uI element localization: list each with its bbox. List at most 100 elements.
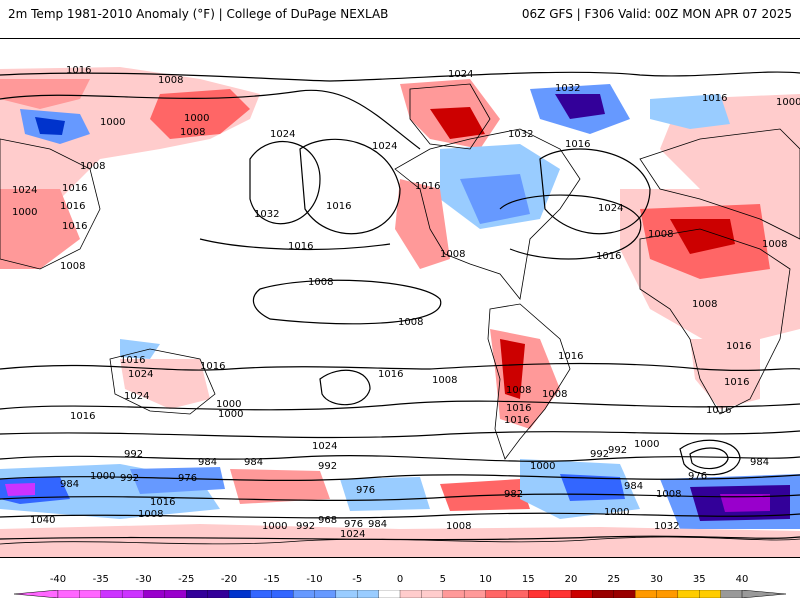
colorbar-segment	[292, 590, 316, 598]
isobar	[249, 141, 321, 225]
colorbar-segment	[228, 590, 252, 598]
cool-anomaly-region	[35, 117, 65, 135]
contour-label: 1000	[12, 207, 37, 218]
contour-label: 1016	[378, 369, 403, 380]
isobar	[0, 430, 800, 439]
contour-label: 1016	[326, 201, 351, 212]
isobar	[199, 238, 391, 251]
contour-label: 1016	[70, 411, 95, 422]
colorbar-tick-label: 0	[396, 574, 404, 585]
contour-label: 1016	[706, 405, 731, 416]
isobar	[0, 493, 800, 501]
contour-label: 1000	[634, 439, 659, 450]
contour-label: 1016	[66, 65, 91, 76]
antarctica-coast	[0, 536, 800, 545]
contour-label: 984	[198, 457, 217, 468]
colorbar-segment	[100, 590, 123, 598]
colorbar-tick-label: -15	[263, 574, 280, 585]
contour-label: 1008	[398, 317, 423, 328]
colorbar-tick-label: -30	[135, 574, 152, 585]
contour-label: 1000	[184, 113, 209, 124]
colorbar-segment	[207, 590, 230, 598]
contour-label: 1016	[506, 403, 531, 414]
contour-label: 1008	[432, 375, 457, 386]
contour-label: 1032	[654, 521, 679, 532]
asia-west-coast	[0, 138, 101, 270]
contour-label: 1000	[604, 507, 629, 518]
contour-label: 1000	[218, 409, 243, 420]
contour-label: 992	[590, 449, 609, 460]
isobar	[0, 455, 800, 462]
contour-label: 1000	[530, 461, 555, 472]
colorbar-end-left	[14, 590, 59, 598]
anomaly-fill	[0, 67, 800, 557]
colorbar-segment	[378, 590, 401, 598]
contour-label: 1024	[448, 69, 473, 80]
contour-label: 992	[124, 449, 143, 460]
colorbar-segment	[570, 590, 594, 598]
contour-label: 1016	[702, 93, 727, 104]
colorbar-tick-label: 40	[735, 574, 749, 585]
cool-anomaly-region	[555, 94, 605, 119]
contour-label: 992	[296, 521, 315, 532]
contour-label: 984	[624, 481, 643, 492]
isobar	[0, 535, 800, 541]
contour-label: 984	[60, 479, 79, 490]
warm-anomaly-region	[500, 339, 525, 399]
contour-label: 976	[344, 519, 363, 530]
contour-label: 1024	[372, 141, 397, 152]
isobar	[499, 194, 642, 260]
contour-label: 1008	[440, 249, 465, 260]
contour-label: 1016	[150, 497, 175, 508]
contour-label: 992	[318, 461, 337, 472]
warm-anomaly-region	[0, 524, 800, 557]
coastlines	[0, 83, 800, 545]
contour-label: 1008	[80, 161, 105, 172]
colorbar-tick-label: -5	[352, 574, 363, 585]
colorbar-segment	[357, 590, 380, 598]
europe-asia-coast	[639, 128, 800, 240]
colorbar-tick-label: 10	[479, 574, 492, 585]
contour-label: 1008	[158, 75, 183, 86]
contour-label: 1016	[62, 221, 87, 232]
model-run-label: 06Z GFS | F306 Valid: 00Z MON APR 07 202…	[521, 7, 792, 21]
isobar	[252, 279, 442, 325]
contour-label: 1024	[128, 369, 153, 380]
cool-anomaly-region	[650, 94, 730, 129]
australia-coast	[109, 348, 216, 415]
cool-anomaly-region	[340, 477, 430, 511]
contour-label: 984	[244, 457, 263, 468]
map-header: 2m Temp 1981-2010 Anomaly (°F) | College…	[0, 0, 800, 38]
colorbar-segment	[121, 590, 145, 598]
contour-label: 1000	[90, 471, 115, 482]
contour-label: 1008	[762, 239, 787, 250]
warm-anomaly-region	[150, 89, 250, 139]
greenland-coast	[409, 83, 491, 150]
contour-label: 1008	[656, 489, 681, 500]
colorbar-segment	[79, 590, 102, 598]
isobar	[539, 148, 651, 235]
colorbar-tick-label: 30	[650, 574, 663, 585]
colorbar-tick-label: 35	[692, 574, 706, 585]
colorbar-scale	[14, 590, 786, 598]
contour-label: 1008	[138, 509, 163, 520]
contour-label: 1024	[340, 529, 365, 540]
colorbar-tick-label: 20	[564, 574, 578, 585]
cool-anomaly-region	[460, 174, 530, 224]
contour-label: 992	[120, 473, 139, 484]
isobar	[0, 362, 800, 372]
colorbar-segment	[592, 590, 615, 598]
contour-label: 992	[608, 445, 627, 456]
isobar	[319, 369, 371, 406]
colorbar-segment	[677, 590, 700, 598]
contour-label: 1016	[726, 341, 751, 352]
warm-anomaly-region	[0, 79, 90, 109]
colorbar-segment	[421, 590, 444, 598]
cool-anomaly-region	[5, 483, 35, 496]
colorbar-segment	[57, 590, 81, 598]
warm-anomaly-region	[395, 179, 450, 269]
colorbar-segment	[699, 590, 722, 598]
warm-anomaly-region	[0, 189, 80, 269]
contour-label: 1016	[60, 201, 85, 212]
contour-label: 984	[368, 519, 387, 530]
